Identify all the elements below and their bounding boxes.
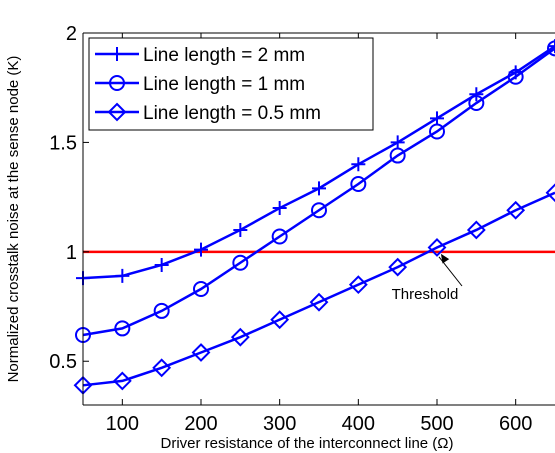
data-point-plus	[154, 257, 169, 272]
data-point-diamond	[270, 310, 290, 330]
data-point-diamond	[545, 183, 555, 203]
data-point-circle	[429, 123, 445, 140]
y-tick-label: 2	[66, 23, 77, 45]
legend-entry: Line length = 0.5 mm	[95, 102, 321, 124]
data-point-diamond	[309, 292, 329, 312]
data-point-plus	[312, 181, 326, 196]
data-point-diamond	[112, 371, 132, 391]
y-tick-label: 0.5	[49, 351, 77, 373]
legend-entry: Line length = 2 mm	[95, 45, 305, 66]
legend-marker-plus	[110, 47, 124, 61]
data-point-diamond	[348, 275, 368, 295]
data-point-plus	[390, 135, 405, 150]
data-point-circle	[507, 68, 524, 85]
data-point-circle	[389, 147, 406, 164]
series-layer	[73, 39, 555, 395]
data-point-circle	[114, 320, 131, 337]
data-point-diamond	[466, 220, 486, 240]
data-point-plus	[194, 242, 208, 257]
legend-label: Line length = 2 mm	[143, 45, 305, 66]
data-point-plus	[115, 268, 130, 283]
data-point-plus	[272, 201, 287, 216]
data-point-circle	[311, 202, 327, 219]
legend-label: Line length = 1 mm	[143, 74, 305, 95]
legend-marker-circle	[109, 75, 125, 91]
data-point-circle	[271, 228, 288, 245]
x-tick-label: 100	[106, 413, 139, 435]
data-point-plus	[548, 39, 555, 54]
data-point-plus	[469, 87, 484, 102]
threshold-label: Threshold	[392, 286, 459, 303]
data-point-diamond	[191, 343, 211, 362]
data-point-circle	[193, 281, 209, 298]
data-point-circle	[232, 254, 249, 271]
x-tick-label: 500	[420, 413, 453, 435]
data-point-plus	[351, 157, 366, 172]
x-tick-label: 400	[342, 413, 375, 435]
legend: Line length = 2 mm Line length = 1 mm Line…	[88, 37, 374, 131]
data-point-diamond	[152, 358, 172, 378]
x-tick-label: 300	[263, 413, 296, 435]
x-tick-label: 600	[499, 413, 532, 435]
legend-entry: Line length = 1 mm	[95, 74, 305, 95]
legend-label: Line length = 0.5 mm	[143, 103, 321, 124]
threshold-annotation: Threshold	[392, 253, 463, 303]
axis-layer: 100 200 300 400 500 600 0.5 1 1.5 2	[49, 23, 555, 435]
y-tick-label: 1.5	[49, 132, 77, 154]
series-2	[75, 40, 555, 343]
data-point-diamond	[388, 257, 408, 277]
y-axis-label: Normalized crosstalk noise at the sense …	[5, 56, 22, 383]
data-point-diamond	[427, 238, 447, 257]
data-point-circle	[153, 302, 170, 319]
data-point-circle	[350, 175, 367, 192]
y-tick-label: 1	[66, 242, 77, 264]
data-point-circle	[547, 40, 555, 57]
series-1	[76, 39, 555, 286]
series-line	[82, 191, 555, 387]
data-point-circle	[468, 95, 485, 112]
annotation-layer: Threshold	[392, 253, 463, 303]
annotation-arrow-head	[440, 253, 450, 264]
x-tick-label: 200	[184, 413, 217, 435]
data-point-diamond	[230, 327, 250, 347]
legend-marker-diamond	[107, 102, 127, 122]
series-line	[82, 47, 555, 337]
data-point-diamond	[506, 200, 526, 220]
data-point-plus	[430, 111, 444, 126]
series-3	[73, 183, 555, 395]
data-point-plus	[233, 222, 248, 237]
x-axis-label: Driver resistance of the interconnect li…	[161, 435, 454, 452]
